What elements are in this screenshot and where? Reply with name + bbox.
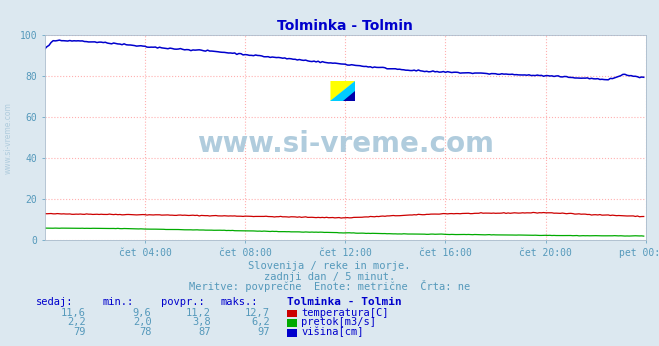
Text: 79: 79 <box>73 327 86 337</box>
Polygon shape <box>330 81 355 101</box>
Text: 11,2: 11,2 <box>186 308 211 318</box>
Text: maks.:: maks.: <box>221 297 258 307</box>
Text: 6,2: 6,2 <box>252 317 270 327</box>
Text: 78: 78 <box>139 327 152 337</box>
Text: Tolminka - Tolmin: Tolminka - Tolmin <box>287 297 401 307</box>
Title: Tolminka - Tolmin: Tolminka - Tolmin <box>277 19 413 34</box>
Text: Meritve: povprečne  Enote: metrične  Črta: ne: Meritve: povprečne Enote: metrične Črta:… <box>189 280 470 292</box>
Text: 11,6: 11,6 <box>61 308 86 318</box>
Text: Slovenija / reke in morje.: Slovenija / reke in morje. <box>248 261 411 271</box>
Text: min.:: min.: <box>102 297 133 307</box>
Text: pretok[m3/s]: pretok[m3/s] <box>301 317 376 327</box>
Text: temperatura[C]: temperatura[C] <box>301 308 389 318</box>
Text: 2,2: 2,2 <box>67 317 86 327</box>
Text: 87: 87 <box>198 327 211 337</box>
Text: višina[cm]: višina[cm] <box>301 327 364 337</box>
Text: 97: 97 <box>258 327 270 337</box>
Text: 9,6: 9,6 <box>133 308 152 318</box>
Polygon shape <box>343 91 355 101</box>
Text: 2,0: 2,0 <box>133 317 152 327</box>
Polygon shape <box>330 81 355 101</box>
Text: www.si-vreme.com: www.si-vreme.com <box>197 130 494 158</box>
Text: sedaj:: sedaj: <box>36 297 74 307</box>
Text: www.si-vreme.com: www.si-vreme.com <box>3 102 13 174</box>
Text: 3,8: 3,8 <box>192 317 211 327</box>
Text: povpr.:: povpr.: <box>161 297 205 307</box>
Text: 12,7: 12,7 <box>245 308 270 318</box>
Text: zadnji dan / 5 minut.: zadnji dan / 5 minut. <box>264 272 395 282</box>
